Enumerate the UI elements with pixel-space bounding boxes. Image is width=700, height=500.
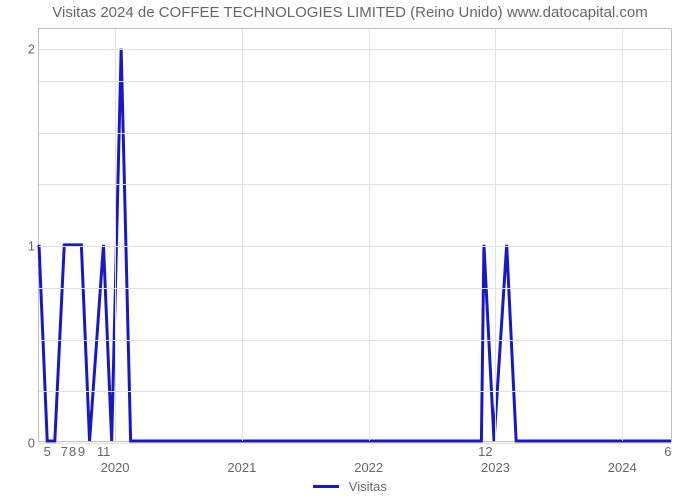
x-tick-year: 2022 bbox=[354, 460, 383, 475]
x-tick-year: 2020 bbox=[101, 460, 130, 475]
x-tick-small: 8 bbox=[69, 444, 76, 459]
y-gridline bbox=[39, 49, 671, 50]
x-tick-year: 2023 bbox=[481, 460, 510, 475]
x-tick-small: 7 bbox=[61, 444, 68, 459]
x-tick-year: 2021 bbox=[227, 460, 256, 475]
chart-title: Visitas 2024 de COFFEE TECHNOLOGIES LIMI… bbox=[0, 4, 700, 21]
y-minor-gridline bbox=[39, 391, 671, 392]
x-tick-small: 6 bbox=[664, 444, 671, 459]
x-tick-small: 9 bbox=[78, 444, 85, 459]
y-tick-label: 1 bbox=[25, 238, 35, 253]
y-minor-gridline bbox=[39, 340, 671, 341]
x-gridline bbox=[495, 29, 496, 441]
y-tick-label: 2 bbox=[25, 41, 35, 56]
legend: Visitas bbox=[0, 478, 700, 494]
plot-area: 01220202021202220232024578911126 bbox=[38, 28, 672, 442]
y-gridline bbox=[39, 246, 671, 247]
legend-label: Visitas bbox=[349, 479, 387, 494]
x-gridline bbox=[369, 29, 370, 441]
y-minor-gridline bbox=[39, 184, 671, 185]
y-gridline bbox=[39, 443, 671, 444]
x-tick-small: 5 bbox=[44, 444, 51, 459]
x-tick-small: 11 bbox=[97, 444, 111, 459]
x-gridline bbox=[622, 29, 623, 441]
x-gridline bbox=[242, 29, 243, 441]
x-tick-small: 12 bbox=[478, 444, 492, 459]
legend-swatch bbox=[313, 485, 339, 488]
y-tick-label: 0 bbox=[25, 436, 35, 451]
x-gridline bbox=[115, 29, 116, 441]
series-line-svg bbox=[39, 29, 671, 441]
y-minor-gridline bbox=[39, 133, 671, 134]
y-minor-gridline bbox=[39, 81, 671, 82]
y-minor-gridline bbox=[39, 288, 671, 289]
x-tick-year: 2024 bbox=[608, 460, 637, 475]
